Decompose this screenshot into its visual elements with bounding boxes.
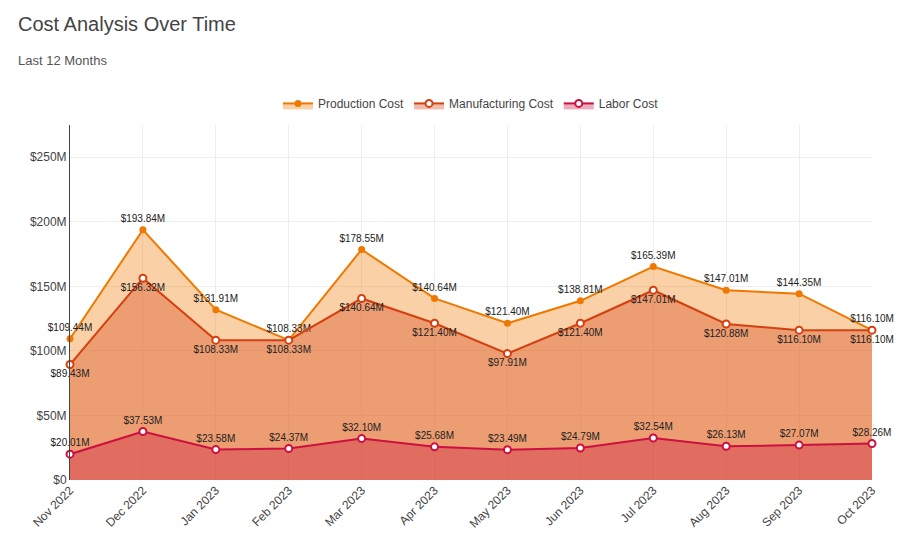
svg-text:$116.10M: $116.10M bbox=[850, 313, 894, 324]
svg-text:Apr 2023: Apr 2023 bbox=[397, 483, 442, 528]
svg-text:$121.40M: $121.40M bbox=[412, 327, 456, 338]
svg-text:Mar 2023: Mar 2023 bbox=[322, 483, 368, 529]
svg-text:$144.35M: $144.35M bbox=[777, 277, 821, 288]
svg-text:$140.64M: $140.64M bbox=[412, 282, 456, 293]
svg-text:$26.13M: $26.13M bbox=[707, 429, 746, 440]
svg-text:Dec 2022: Dec 2022 bbox=[103, 483, 149, 529]
svg-text:$28.26M: $28.26M bbox=[853, 427, 892, 438]
svg-text:$0: $0 bbox=[53, 473, 67, 487]
svg-text:$108.33M: $108.33M bbox=[266, 323, 310, 334]
svg-text:$250M: $250M bbox=[30, 150, 67, 164]
svg-text:$89.43M: $89.43M bbox=[51, 368, 90, 379]
svg-text:$116.10M: $116.10M bbox=[777, 334, 821, 345]
svg-text:$131.91M: $131.91M bbox=[194, 293, 238, 304]
svg-text:Sep 2023: Sep 2023 bbox=[759, 483, 805, 529]
svg-text:Nov 2022: Nov 2022 bbox=[30, 483, 76, 529]
svg-text:$37.53M: $37.53M bbox=[123, 415, 162, 426]
svg-text:Last 12 Months: Last 12 Months bbox=[18, 53, 107, 68]
svg-text:Jul 2023: Jul 2023 bbox=[618, 483, 660, 525]
svg-text:$50M: $50M bbox=[37, 409, 67, 423]
svg-text:$156.32M: $156.32M bbox=[121, 282, 165, 293]
svg-text:$193.84M: $193.84M bbox=[121, 213, 165, 224]
svg-text:$138.81M: $138.81M bbox=[558, 284, 602, 295]
svg-text:Labor Cost: Labor Cost bbox=[599, 97, 658, 111]
svg-text:$23.49M: $23.49M bbox=[488, 433, 527, 444]
svg-text:$109.44M: $109.44M bbox=[48, 322, 92, 333]
svg-text:$147.01M: $147.01M bbox=[631, 294, 675, 305]
svg-text:$32.54M: $32.54M bbox=[634, 421, 673, 432]
svg-text:$23.58M: $23.58M bbox=[196, 433, 235, 444]
svg-text:$108.33M: $108.33M bbox=[266, 344, 310, 355]
svg-text:$120.88M: $120.88M bbox=[704, 328, 748, 339]
svg-text:$178.55M: $178.55M bbox=[339, 233, 383, 244]
svg-text:$116.10M: $116.10M bbox=[850, 334, 894, 345]
svg-text:$121.40M: $121.40M bbox=[485, 306, 529, 317]
svg-text:May 2023: May 2023 bbox=[467, 483, 514, 530]
svg-text:Jun 2023: Jun 2023 bbox=[542, 483, 587, 528]
svg-text:$24.37M: $24.37M bbox=[269, 432, 308, 443]
svg-text:$20.01M: $20.01M bbox=[51, 437, 90, 448]
svg-text:$147.01M: $147.01M bbox=[704, 273, 748, 284]
svg-text:$140.64M: $140.64M bbox=[339, 302, 383, 313]
svg-text:Jan 2023: Jan 2023 bbox=[177, 483, 222, 528]
svg-text:Aug 2023: Aug 2023 bbox=[686, 483, 732, 529]
svg-text:Cost Analysis Over Time: Cost Analysis Over Time bbox=[18, 13, 236, 35]
svg-text:$97.91M: $97.91M bbox=[488, 357, 527, 368]
svg-text:$100M: $100M bbox=[30, 344, 67, 358]
svg-text:Oct 2023: Oct 2023 bbox=[834, 483, 879, 528]
svg-text:$121.40M: $121.40M bbox=[558, 327, 602, 338]
svg-text:Manufacturing Cost: Manufacturing Cost bbox=[449, 97, 554, 111]
svg-text:Feb 2023: Feb 2023 bbox=[249, 483, 295, 529]
svg-text:$27.07M: $27.07M bbox=[780, 428, 819, 439]
svg-text:$108.33M: $108.33M bbox=[194, 344, 238, 355]
svg-text:Production Cost: Production Cost bbox=[318, 97, 404, 111]
svg-text:$32.10M: $32.10M bbox=[342, 422, 381, 433]
svg-text:$25.68M: $25.68M bbox=[415, 430, 454, 441]
svg-text:$200M: $200M bbox=[30, 215, 67, 229]
svg-text:$24.79M: $24.79M bbox=[561, 431, 600, 442]
svg-text:$150M: $150M bbox=[30, 280, 67, 294]
svg-text:$165.39M: $165.39M bbox=[631, 250, 675, 261]
